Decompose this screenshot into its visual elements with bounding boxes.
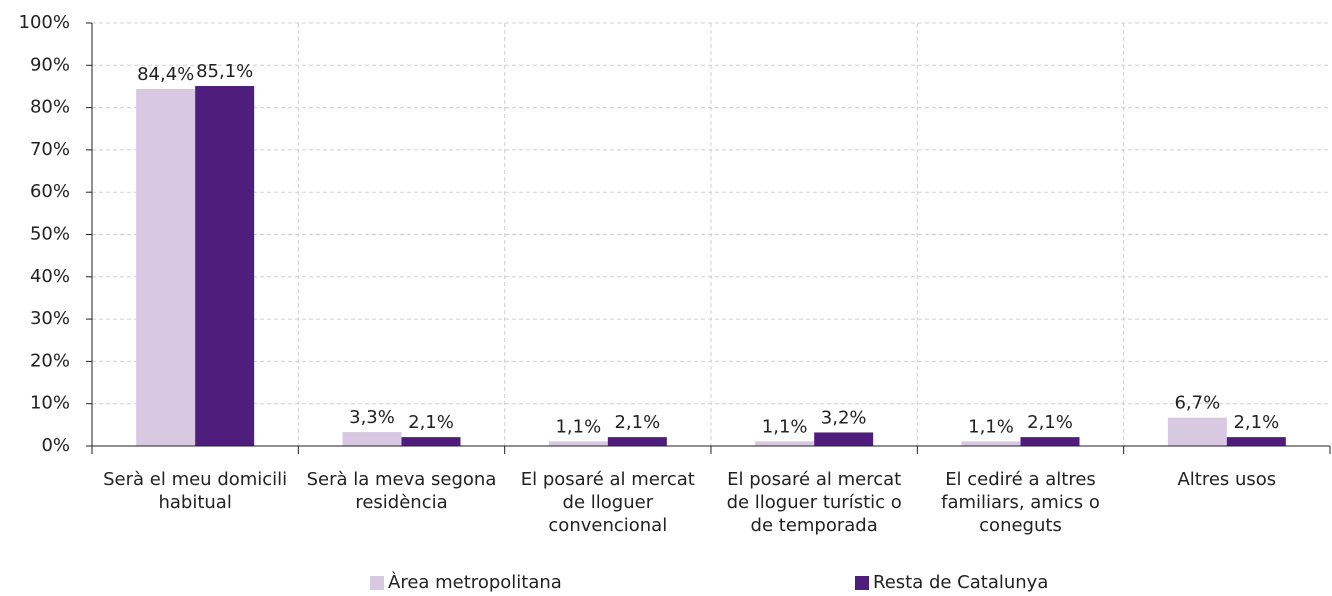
bar (607, 437, 667, 446)
y-tick-label: 40% (30, 266, 70, 287)
data-label: 1,1% (555, 416, 601, 437)
data-label: 6,7% (1174, 393, 1220, 414)
data-label: 1,1% (762, 416, 808, 437)
x-tick-label: El posaré al mercat de lloguer turístic … (726, 469, 902, 536)
data-label: 2,1% (1027, 412, 1073, 433)
y-tick-label: 80% (30, 97, 70, 118)
bar (401, 437, 461, 446)
x-tick-label: El posaré al mercat de lloguer convencio… (520, 469, 695, 536)
y-tick-label: 20% (30, 350, 70, 371)
data-label: 2,1% (1233, 412, 1279, 433)
bar (136, 88, 196, 446)
bar (548, 441, 608, 446)
legend-label: Resta de Catalunya (873, 572, 1049, 593)
y-tick-label: 60% (30, 181, 70, 202)
bar (1020, 437, 1080, 446)
data-label: 2,1% (614, 412, 660, 433)
bar (814, 432, 874, 446)
y-tick-label: 10% (30, 393, 70, 414)
legend-swatch (855, 575, 869, 590)
legend-label: Àrea metropolitana (388, 572, 562, 593)
data-label: 2,1% (408, 412, 454, 433)
legend-swatch (370, 575, 384, 590)
y-tick-label: 50% (30, 224, 70, 245)
bar (961, 441, 1021, 446)
y-tick-label: 30% (30, 308, 70, 329)
data-label: 84,4% (137, 64, 194, 85)
y-tick-label: 90% (30, 54, 70, 75)
x-tick-label: Altres usos (1177, 469, 1277, 490)
data-label: 3,2% (821, 407, 867, 428)
y-tick-label: 70% (30, 139, 70, 160)
legend-item: Àrea metropolitana (370, 572, 562, 593)
bar (1167, 417, 1227, 446)
data-label: 1,1% (968, 416, 1014, 437)
x-tick-label: Serà el meu domicili habitual (103, 469, 288, 513)
x-tick-label: El cediré a altres familiars, amics o co… (941, 469, 1100, 536)
x-tick-label: Serà la meva segona residència (306, 469, 497, 513)
y-tick-label: 100% (19, 12, 70, 33)
y-tick-label: 0% (41, 435, 70, 456)
bar (195, 86, 255, 446)
bar (1226, 437, 1286, 446)
data-label: 3,3% (349, 407, 395, 428)
data-label: 85,1% (196, 61, 253, 82)
legend-item: Resta de Catalunya (855, 572, 1048, 593)
bar (755, 441, 815, 446)
bar (342, 432, 402, 446)
